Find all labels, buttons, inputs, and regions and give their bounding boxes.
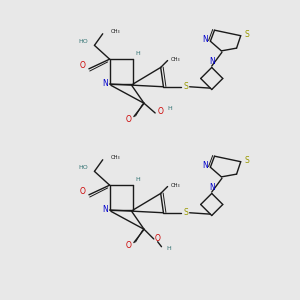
Text: CH₃: CH₃ (110, 28, 120, 34)
Text: O: O (126, 115, 132, 124)
Text: HO: HO (78, 165, 88, 170)
Text: O: O (80, 61, 86, 70)
Text: N: N (102, 80, 107, 88)
Text: H: H (136, 51, 140, 56)
Text: S: S (184, 82, 189, 91)
Text: CH₃: CH₃ (110, 154, 120, 160)
Text: S: S (184, 208, 189, 217)
Text: N: N (202, 161, 208, 170)
Text: S: S (244, 30, 249, 39)
Text: N: N (102, 206, 107, 214)
Text: O: O (80, 187, 86, 196)
Text: H: H (136, 177, 140, 182)
Text: HO: HO (78, 39, 88, 44)
Text: O: O (155, 234, 161, 243)
Text: CH₃: CH₃ (170, 183, 180, 188)
Text: CH₃: CH₃ (170, 57, 180, 62)
Text: O: O (157, 107, 163, 116)
Text: H: H (167, 106, 172, 110)
Text: N: N (209, 57, 214, 66)
Text: S: S (244, 156, 249, 165)
Text: H: H (166, 246, 171, 251)
Text: N: N (202, 35, 208, 44)
Text: O: O (126, 241, 132, 250)
Text: N: N (209, 183, 214, 192)
